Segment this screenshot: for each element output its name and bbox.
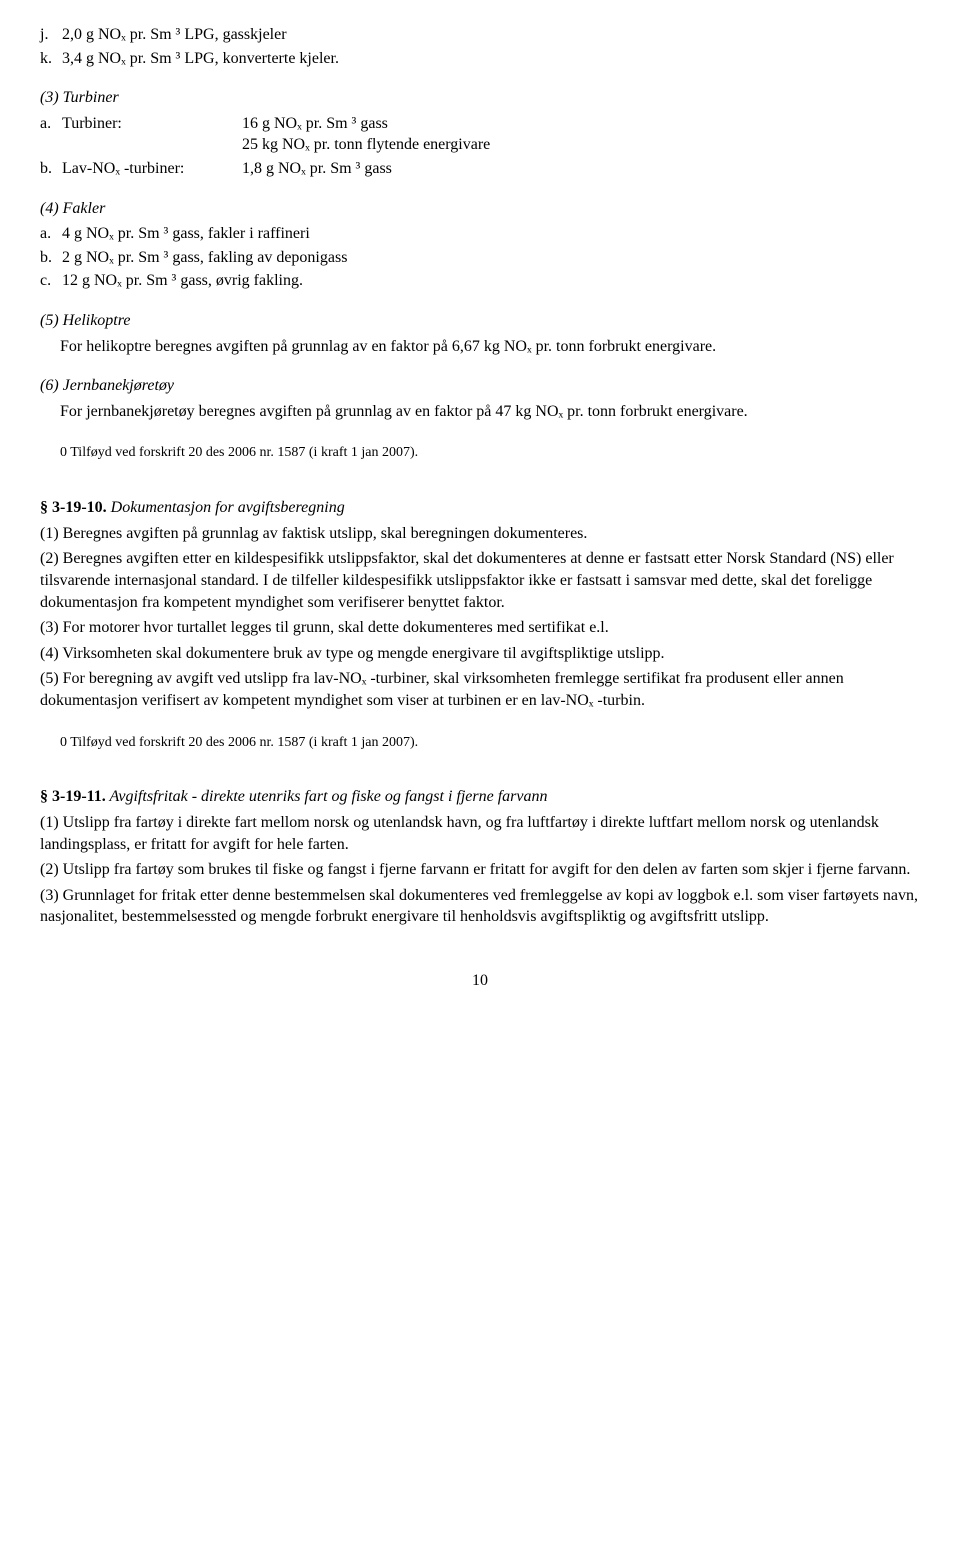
list-label: j.: [40, 24, 62, 46]
sec-3-19-10-p1: (1) Beregnes avgiften på grunnlag av fak…: [40, 523, 920, 545]
row-value: 16 g NOₓ pr. Sm ³ gass 25 kg NOₓ pr. ton…: [242, 113, 920, 156]
amendment-note-2: 0 Tilføyd ved forskrift 20 des 2006 nr. …: [60, 734, 920, 753]
row-name: Turbiner:: [62, 113, 242, 156]
subsection-5-heading: (5) Helikoptre: [40, 310, 920, 332]
subsection-6-body: For jernbanekjøretøy beregnes avgiften p…: [40, 401, 920, 423]
page-number: 10: [40, 970, 920, 992]
sec-3-19-11-p3: (3) Grunnlaget for fritak etter denne be…: [40, 885, 920, 928]
list-label: c.: [40, 270, 62, 292]
list-item-j: j. 2,0 g NOₓ pr. Sm ³ LPG, gasskjeler: [40, 24, 920, 46]
sec-3-19-10-p4: (4) Virksomheten skal dokumentere bruk a…: [40, 643, 920, 665]
section-title: Dokumentasjon for avgiftsberegning: [107, 499, 345, 516]
list-label: k.: [40, 48, 62, 70]
sec-3-19-10-p5: (5) For beregning av avgift ved utslipp …: [40, 668, 920, 711]
list-text: 3,4 g NOₓ pr. Sm ³ LPG, konverterte kjel…: [62, 48, 920, 70]
list-label: b.: [40, 247, 62, 269]
list-text: 4 g NOₓ pr. Sm ³ gass, fakler i raffiner…: [62, 223, 920, 245]
list-label: a.: [40, 223, 62, 245]
turbiner-row-b: b. Lav-NOₓ -turbiner: 1,8 g NOₓ pr. Sm ³…: [40, 158, 920, 180]
list-item-k: k. 3,4 g NOₓ pr. Sm ³ LPG, konverterte k…: [40, 48, 920, 70]
sec-3-19-11-p1: (1) Utslipp fra fartøy i direkte fart me…: [40, 812, 920, 855]
section-3-19-10-heading: § 3-19-10. Dokumentasjon for avgiftsbere…: [40, 497, 920, 519]
list-text: 2,0 g NOₓ pr. Sm ³ LPG, gasskjeler: [62, 24, 920, 46]
subsection-4-heading: (4) Fakler: [40, 198, 920, 220]
turbiner-row-a: a. Turbiner: 16 g NOₓ pr. Sm ³ gass 25 k…: [40, 113, 920, 156]
row-name: Lav-NOₓ -turbiner:: [62, 158, 242, 180]
section-number: § 3-19-11.: [40, 788, 106, 805]
sec-3-19-10-p2: (2) Beregnes avgiften etter en kildespes…: [40, 548, 920, 613]
subsection-5-body: For helikoptre beregnes avgiften på grun…: [40, 336, 920, 358]
section-number: § 3-19-10.: [40, 499, 107, 516]
row-value: 1,8 g NOₓ pr. Sm ³ gass: [242, 158, 920, 180]
fakler-item-b: b. 2 g NOₓ pr. Sm ³ gass, fakling av dep…: [40, 247, 920, 269]
row-label: b.: [40, 158, 62, 180]
subsection-6-heading: (6) Jernbanekjøretøy: [40, 375, 920, 397]
fakler-item-a: a. 4 g NOₓ pr. Sm ³ gass, fakler i raffi…: [40, 223, 920, 245]
sec-3-19-10-p3: (3) For motorer hvor turtallet legges ti…: [40, 617, 920, 639]
section-3-19-11-heading: § 3-19-11. Avgiftsfritak - direkte utenr…: [40, 786, 920, 808]
amendment-note-1: 0 Tilføyd ved forskrift 20 des 2006 nr. …: [60, 444, 920, 463]
fakler-item-c: c. 12 g NOₓ pr. Sm ³ gass, øvrig fakling…: [40, 270, 920, 292]
row-label: a.: [40, 113, 62, 156]
subsection-3-heading: (3) Turbiner: [40, 87, 920, 109]
sec-3-19-11-p2: (2) Utslipp fra fartøy som brukes til fi…: [40, 859, 920, 881]
list-text: 2 g NOₓ pr. Sm ³ gass, fakling av deponi…: [62, 247, 920, 269]
list-text: 12 g NOₓ pr. Sm ³ gass, øvrig fakling.: [62, 270, 920, 292]
section-title: Avgiftsfritak - direkte utenriks fart og…: [106, 788, 548, 805]
